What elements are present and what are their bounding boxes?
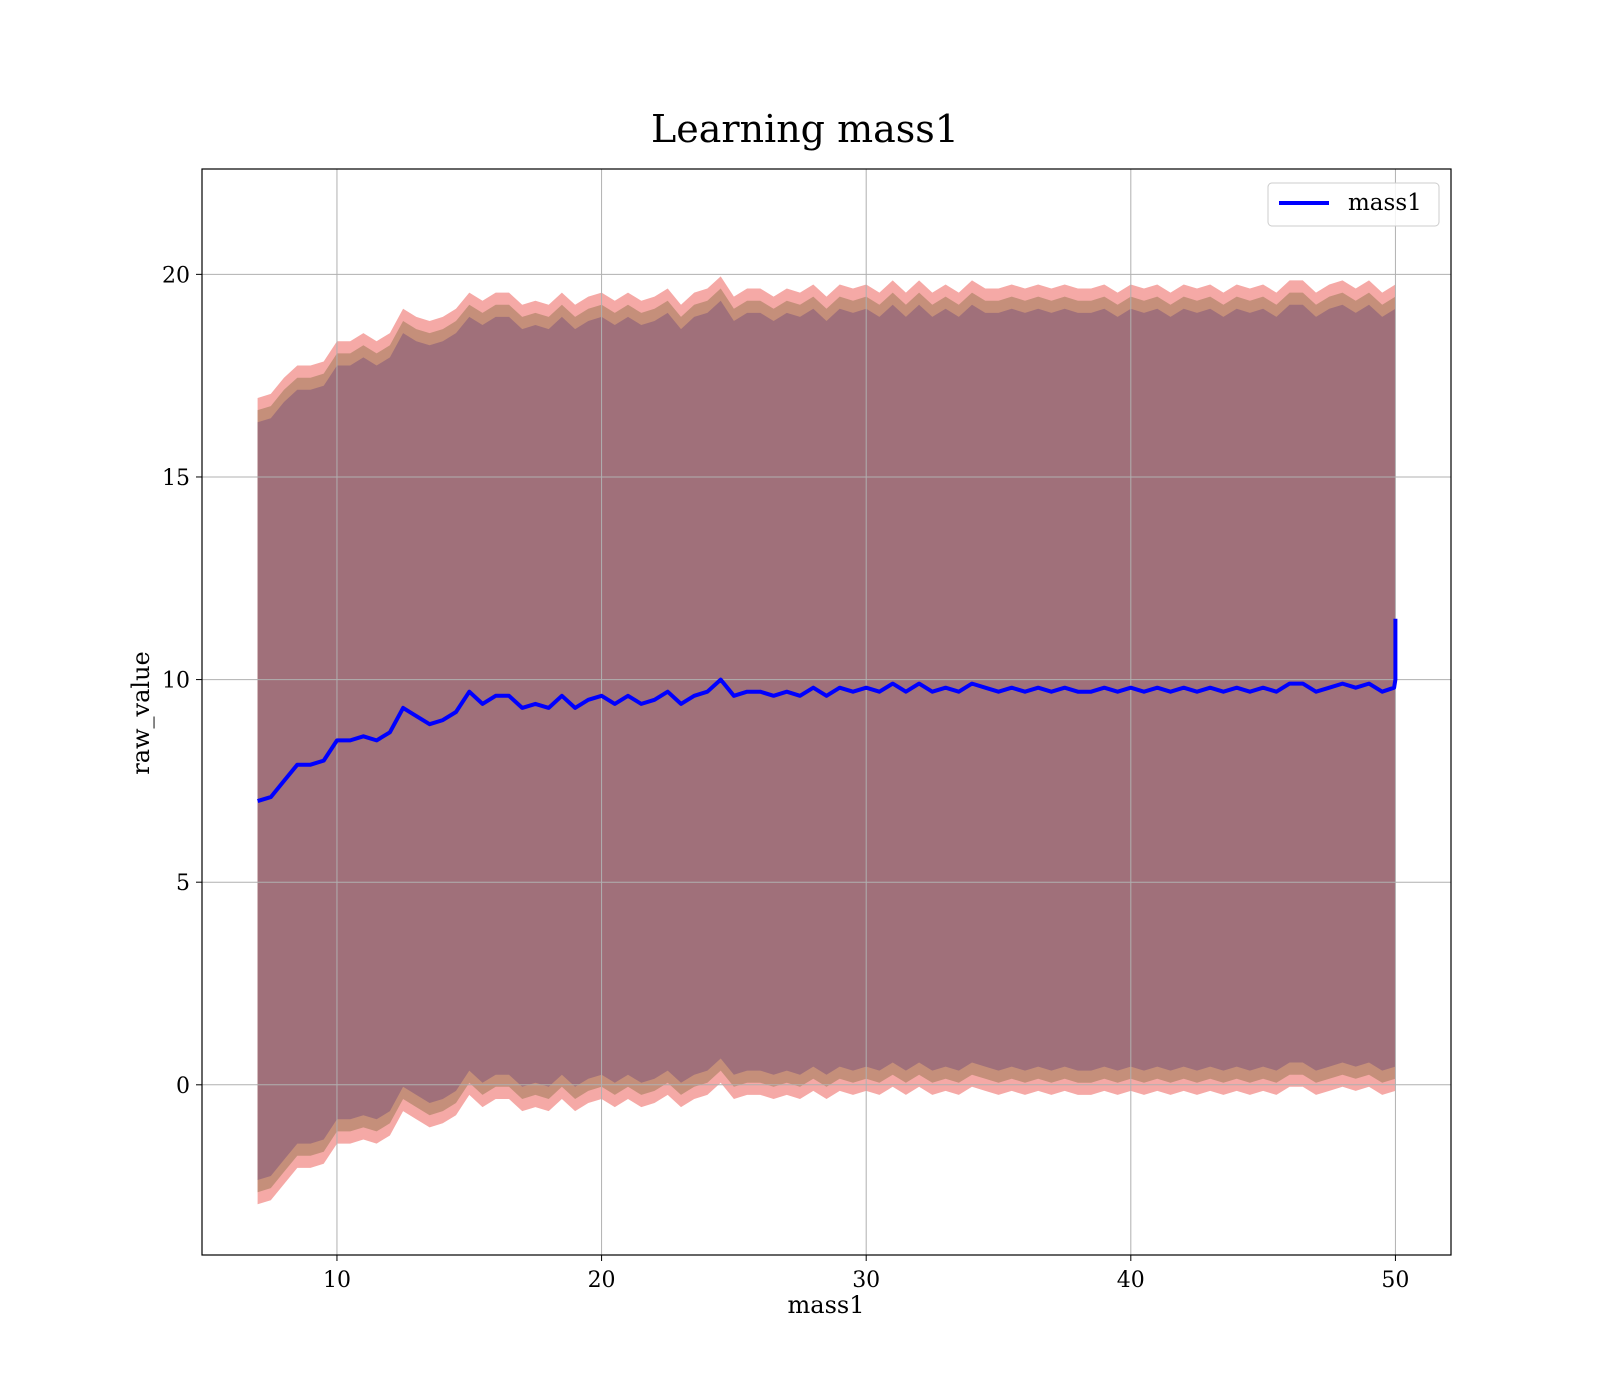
legend: mass1 xyxy=(1267,182,1440,227)
legend-box xyxy=(1267,182,1440,227)
y-tick-label: 20 xyxy=(162,263,190,288)
axes-frame xyxy=(201,168,1452,1256)
y-tick-label: 0 xyxy=(176,1074,190,1099)
y-tick-label: 5 xyxy=(176,871,190,896)
chart-title: Learning mass1 xyxy=(651,107,959,151)
plot-area xyxy=(201,168,1452,1256)
y-tick-label: 10 xyxy=(162,669,190,694)
x-axis-ticks: 10 20 30 40 50 xyxy=(323,1255,1409,1293)
x-tick-label: 20 xyxy=(588,1268,616,1293)
x-tick-label: 10 xyxy=(323,1268,351,1293)
grid xyxy=(202,169,1451,1255)
x-tick-label: 30 xyxy=(852,1268,880,1293)
y-tick-label: 15 xyxy=(162,466,190,491)
x-tick-label: 50 xyxy=(1381,1268,1409,1293)
y-axis-ticks: 0 5 10 15 20 xyxy=(162,263,202,1099)
y-axis-label: raw_value xyxy=(127,651,155,775)
x-axis-label: mass1 xyxy=(788,1291,865,1319)
confidence-band xyxy=(257,276,1396,1205)
legend-entry-mass1: mass1 xyxy=(1348,190,1422,216)
series-line-mass1 xyxy=(257,618,1398,804)
x-tick-label: 40 xyxy=(1117,1268,1145,1293)
band-inner xyxy=(257,300,1396,1180)
series-lines xyxy=(257,618,1398,804)
